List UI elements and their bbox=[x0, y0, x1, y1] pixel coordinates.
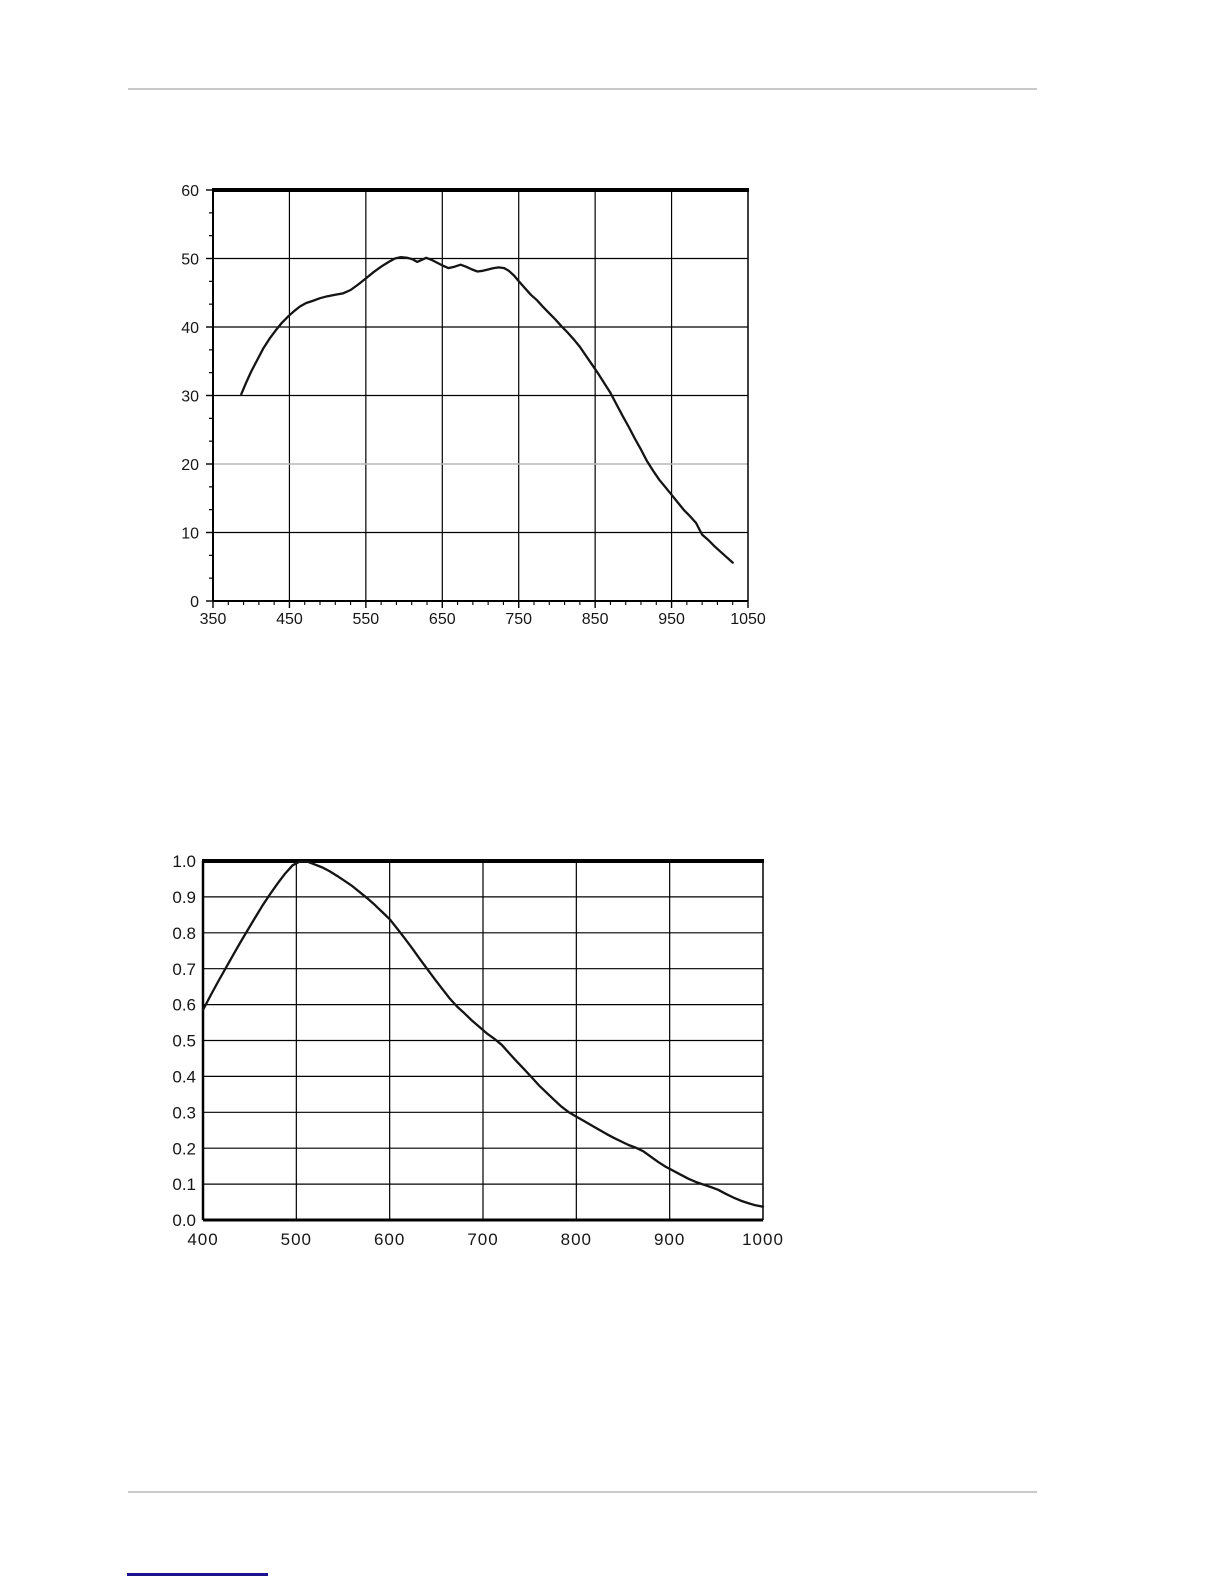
y-tick-label: 50 bbox=[181, 251, 199, 268]
y-tick-label: 0 bbox=[190, 594, 199, 611]
y-tick-labels: 0.0 0.1 0.2 0.3 0.4 0.5 0.6 0.7 0.8 0.9 1.0 bbox=[172, 852, 196, 1230]
horizontal-gridlines bbox=[213, 257, 748, 534]
x-tick-label: 1000 bbox=[742, 1230, 784, 1249]
top-divider bbox=[128, 88, 1037, 90]
bottom-divider bbox=[128, 1491, 1037, 1493]
y-tick-label: 0.8 bbox=[172, 924, 196, 943]
y-tick-label: 0.6 bbox=[172, 996, 196, 1015]
y-tick-label: 0.0 bbox=[172, 1211, 196, 1230]
relative-response-curve bbox=[201, 860, 765, 1208]
x-tick-label: 700 bbox=[467, 1230, 498, 1249]
y-tick-label: 1.0 bbox=[172, 852, 196, 871]
y-tick-label: 0.5 bbox=[172, 1032, 196, 1051]
x-tick-label: 500 bbox=[281, 1230, 312, 1249]
x-tick-labels: 400 500 600 700 800 900 1000 bbox=[187, 1230, 784, 1249]
x-tick-label: 850 bbox=[582, 611, 609, 628]
x-tick-label: 750 bbox=[505, 611, 532, 628]
x-tick-label: 800 bbox=[561, 1230, 592, 1249]
x-tick-label: 1050 bbox=[730, 611, 766, 628]
y-tick-label: 60 bbox=[181, 183, 199, 200]
x-tick-label: 550 bbox=[353, 611, 380, 628]
x-tick-label: 950 bbox=[658, 611, 685, 628]
y-tick-label: 0.2 bbox=[172, 1139, 196, 1158]
response-chart-canvas: 0.0 0.1 0.2 0.3 0.4 0.5 0.6 0.7 0.8 0.9 1.0 400 500 6… bbox=[172, 852, 784, 1249]
x-tick-labels: 350 450 550 650 750 850 950 1050 bbox=[200, 611, 766, 628]
y-tick-label: 20 bbox=[181, 457, 199, 474]
horizontal-gridlines bbox=[203, 896, 763, 1185]
y-tick-label: 0.4 bbox=[172, 1068, 196, 1087]
footer-link-underline[interactable] bbox=[127, 1573, 268, 1576]
x-tick-label: 650 bbox=[429, 611, 456, 628]
x-tick-label: 900 bbox=[654, 1230, 685, 1249]
y-tick-label: 10 bbox=[181, 525, 199, 542]
y-tick-label: 40 bbox=[181, 320, 199, 337]
x-tick-label: 400 bbox=[187, 1230, 218, 1249]
y-tick-label: 0.7 bbox=[172, 960, 196, 979]
x-tick-label: 450 bbox=[276, 611, 303, 628]
x-tick-label: 350 bbox=[200, 611, 227, 628]
y-tick-label: 0.3 bbox=[172, 1103, 196, 1122]
plot-border bbox=[201, 859, 764, 1222]
y-tick-label: 30 bbox=[181, 388, 199, 405]
qe-chart-canvas: 0 10 20 30 40 50 60 350 450 550 650 750 850 950 1050 bbox=[181, 183, 766, 628]
spectral-response-curve bbox=[240, 255, 734, 564]
y-tick-labels: 0 10 20 30 40 50 60 bbox=[181, 183, 199, 611]
y-tick-label: 0.9 bbox=[172, 888, 196, 907]
y-tick-label: 0.1 bbox=[172, 1175, 196, 1194]
x-tick-label: 600 bbox=[374, 1230, 405, 1249]
axis-ticks bbox=[206, 189, 749, 608]
